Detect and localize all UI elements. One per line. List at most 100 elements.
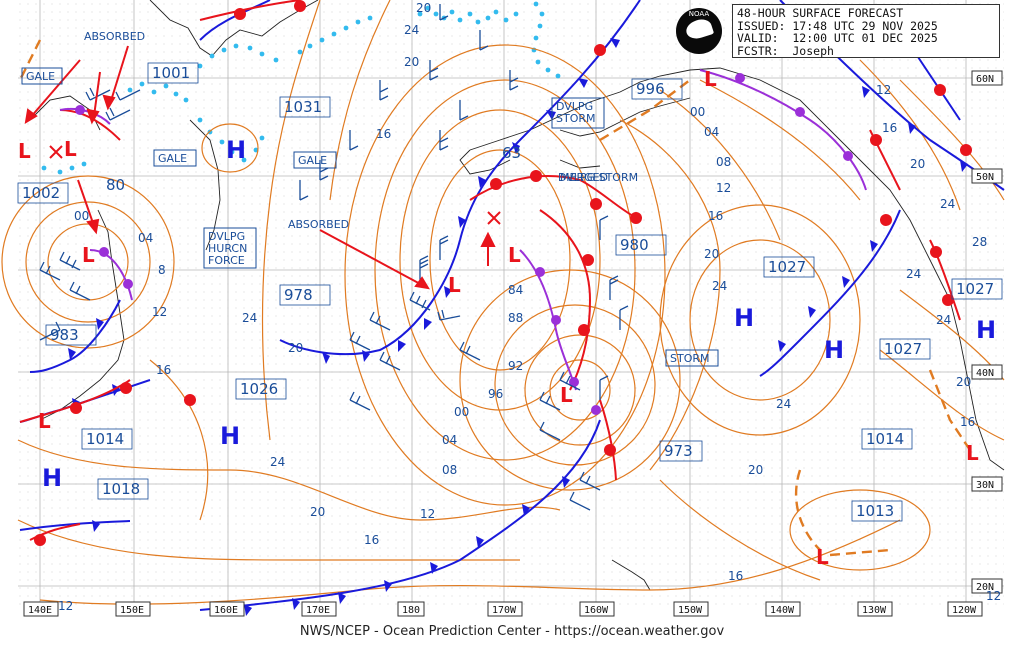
noaa-logo: NOAA	[676, 8, 722, 54]
footer-credit: NWS/NCEP - Ocean Prediction Center - htt…	[299, 624, 725, 639]
lat-label: 30N	[976, 480, 994, 491]
lon-label: 140W	[770, 605, 795, 616]
warning-label: GALE	[298, 154, 327, 167]
pressure-value: 1014	[86, 430, 124, 448]
pressure-value: 996	[636, 80, 665, 98]
isobar-label: 16	[376, 127, 391, 141]
coastlines	[29, 0, 1005, 591]
isobar-label: 16	[708, 209, 723, 223]
low-center: L	[448, 273, 461, 297]
pressure-value: 978	[284, 286, 313, 304]
isobar-label: 20	[748, 463, 763, 477]
low-center: L	[38, 409, 51, 433]
forecast-info-box: 48-HOUR SURFACE FORECAST ISSUED: 17:48 UT…	[732, 4, 1000, 58]
isobar-label: 16	[156, 363, 171, 377]
forecast-title: 48-HOUR SURFACE FORECAST	[737, 6, 904, 20]
warning-hurcn-force-line1: DVLPG	[208, 230, 245, 243]
pressure-value: 1031	[284, 98, 322, 116]
isobar-label: 04	[138, 231, 153, 245]
lat-label: 50N	[976, 172, 994, 183]
isobar-label: 24	[776, 397, 791, 411]
stray-labels: 12 12	[58, 589, 1001, 613]
low-center: L	[64, 137, 77, 161]
isobar-label: 20	[310, 505, 325, 519]
lon-label: 170W	[492, 605, 517, 616]
isobar-label: 8	[158, 263, 166, 277]
pressure-value: 973	[664, 442, 693, 460]
lon-label: 180	[402, 605, 420, 616]
isobar-label: 24	[712, 279, 727, 293]
isobar-label: 12	[58, 599, 73, 613]
valid-time: VALID: 12:00 UTC 01 DEC 2025	[737, 31, 938, 45]
sea-ice-edge	[41, 1, 561, 175]
pressure-value: 63	[502, 144, 521, 162]
occluded-front-symbols	[75, 73, 853, 415]
noaa-bird-icon	[683, 16, 715, 42]
isobar-label: 24	[242, 311, 257, 325]
isobar-label: 24	[270, 455, 285, 469]
pressure-value: 1027	[768, 258, 806, 276]
pressure-value: 1014	[866, 430, 904, 448]
isobar-label: 08	[716, 155, 731, 169]
isobar-label: 00	[454, 405, 469, 419]
pressure-value: 1018	[102, 480, 140, 498]
isobar-label: 04	[442, 433, 457, 447]
isobar-label: 88	[508, 311, 523, 325]
longitude-labels: 140E 150E 160E 170E 180 170W 160W 150W 1…	[23, 601, 983, 617]
isobar-label: 16	[960, 415, 975, 429]
lon-label: 170E	[306, 605, 330, 616]
pressure-value: 1001	[152, 64, 190, 82]
warning-storm-line2: STORM	[556, 112, 596, 125]
high-center: H	[226, 136, 246, 164]
pressure-value: 1002	[22, 184, 60, 202]
noaa-logo-text: NOAA	[688, 10, 710, 18]
isobar-label: 24	[936, 313, 951, 327]
isobar-label: 96	[488, 387, 503, 401]
high-center: H	[976, 316, 996, 344]
isobar-label: 16	[882, 121, 897, 135]
isobar-label: 00	[690, 105, 705, 119]
wind-barbs	[39, 4, 629, 511]
troughs	[18, 39, 971, 557]
isobar-label: 12	[716, 181, 731, 195]
isobar-labels: 24 20 16 04 00 8 12 16 24 20 24 20 16 12…	[74, 1, 987, 583]
warning-label: MERGED	[560, 171, 608, 184]
forecaster: FCSTR: Joseph	[737, 43, 834, 58]
pressure-value: 1026	[240, 380, 278, 398]
low-center: L	[508, 243, 521, 267]
high-center: H	[42, 464, 62, 492]
pressure-value: 983	[50, 326, 79, 344]
lon-label: 150W	[678, 605, 703, 616]
occluded-fronts	[59, 69, 867, 391]
cold-front-barbs	[68, 36, 968, 616]
warning-hurcn-force-line2: HURCN	[208, 242, 247, 255]
isobar-label: 20	[416, 1, 431, 15]
isobar-label: 84	[508, 283, 523, 297]
lon-label: 160W	[584, 605, 609, 616]
isobar-label: 28	[972, 235, 987, 249]
low-center: L	[816, 545, 829, 569]
warning-label: DVLPG STORM	[558, 171, 638, 184]
isobar-label: 24	[940, 197, 955, 211]
high-center: H	[734, 304, 754, 332]
isobar-label: 12	[986, 589, 1001, 603]
high-center: H	[824, 336, 844, 364]
isobar-label: 20	[956, 375, 971, 389]
pressure-center-letters: H H H H H H L L L L L L L L L L	[18, 67, 996, 569]
warning-label: STORM	[670, 352, 710, 365]
warm-front-bulges	[34, 0, 972, 546]
lon-label: 150E	[120, 605, 144, 616]
low-center: L	[18, 139, 31, 163]
isobar-label: 16	[728, 569, 743, 583]
warning-label: ABSORBED	[84, 30, 145, 43]
low-center: L	[704, 67, 717, 91]
pressure-value: 80	[106, 176, 125, 194]
isobar-label: 00	[74, 209, 89, 223]
lat-label: 60N	[976, 74, 994, 85]
warning-label-boxes	[21, 67, 719, 367]
warning-label: GALE	[26, 70, 55, 83]
isobar-label: 92	[508, 359, 523, 373]
lon-label: 120W	[952, 605, 977, 616]
lat-label: 40N	[976, 368, 994, 379]
